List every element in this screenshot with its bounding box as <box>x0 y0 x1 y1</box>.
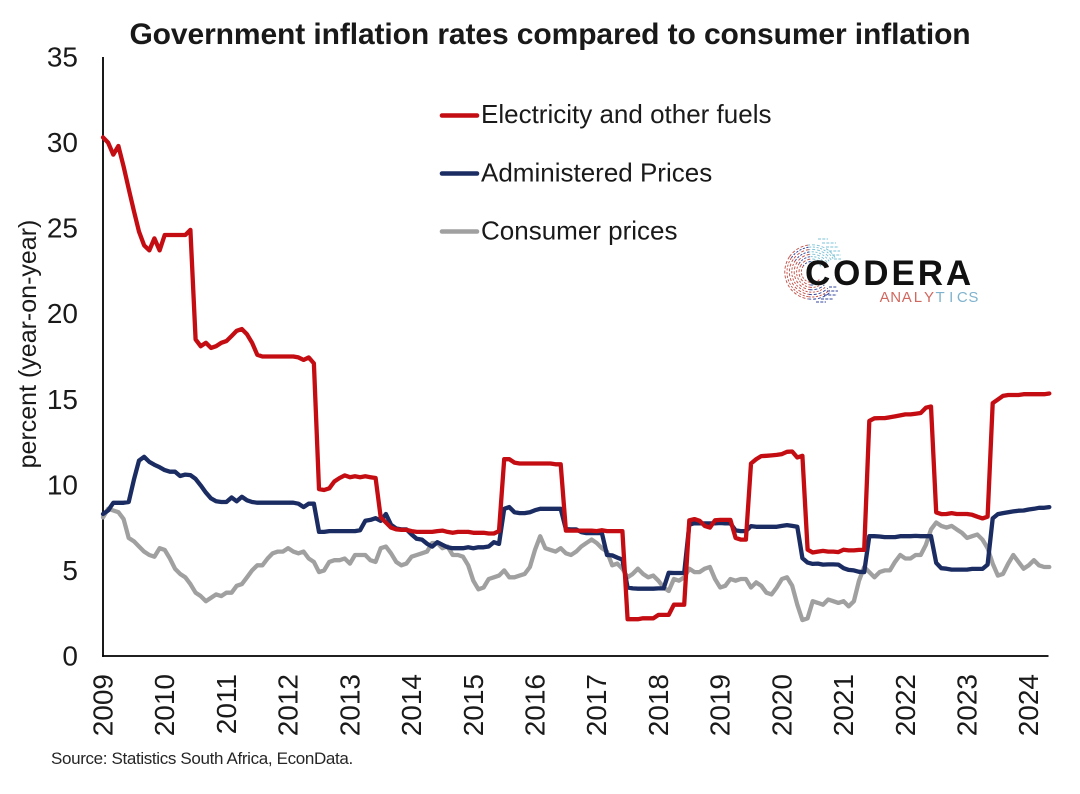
svg-text:10: 10 <box>47 469 78 500</box>
svg-text:S: S <box>968 289 978 306</box>
svg-text:T: T <box>936 289 945 306</box>
svg-text:2017: 2017 <box>581 674 612 736</box>
svg-text:Source: Statistics South Afric: Source: Statistics South Africa, EconDat… <box>51 749 353 768</box>
svg-text:2024: 2024 <box>1013 674 1044 736</box>
svg-text:30: 30 <box>47 127 78 158</box>
svg-text:C: C <box>957 289 968 306</box>
svg-text:2013: 2013 <box>334 674 365 736</box>
svg-text:20: 20 <box>47 298 78 329</box>
svg-text:A: A <box>902 289 912 306</box>
svg-text:2019: 2019 <box>705 674 736 736</box>
svg-text:Consumer prices: Consumer prices <box>481 215 678 245</box>
svg-text:2010: 2010 <box>149 674 180 736</box>
svg-text:2009: 2009 <box>88 674 119 736</box>
svg-text:2015: 2015 <box>458 674 489 736</box>
svg-text:2020: 2020 <box>766 674 797 736</box>
svg-text:0: 0 <box>62 641 78 672</box>
svg-text:N: N <box>890 289 901 306</box>
svg-text:A: A <box>880 289 890 306</box>
svg-text:2016: 2016 <box>520 674 551 736</box>
svg-text:percent (year-on-year): percent (year-on-year) <box>14 220 42 469</box>
svg-text:15: 15 <box>47 384 78 415</box>
svg-text:2023: 2023 <box>952 674 983 736</box>
svg-text:Y: Y <box>924 289 934 306</box>
svg-text:I: I <box>949 289 953 306</box>
svg-text:2014: 2014 <box>396 674 427 736</box>
svg-text:Government inflation rates com: Government inflation rates compared to c… <box>129 18 970 51</box>
svg-text:2011: 2011 <box>211 674 242 734</box>
svg-text:L: L <box>914 289 922 306</box>
svg-text:Electricity and other fuels: Electricity and other fuels <box>481 99 771 129</box>
svg-text:25: 25 <box>47 213 78 244</box>
svg-text:2012: 2012 <box>273 674 304 736</box>
svg-text:35: 35 <box>47 42 78 73</box>
svg-text:CODERA: CODERA <box>805 254 974 293</box>
svg-text:Administered Prices: Administered Prices <box>481 157 712 187</box>
svg-text:2022: 2022 <box>890 674 921 736</box>
svg-text:2018: 2018 <box>643 674 674 736</box>
svg-text:5: 5 <box>62 555 78 586</box>
svg-text:2021: 2021 <box>828 674 859 736</box>
